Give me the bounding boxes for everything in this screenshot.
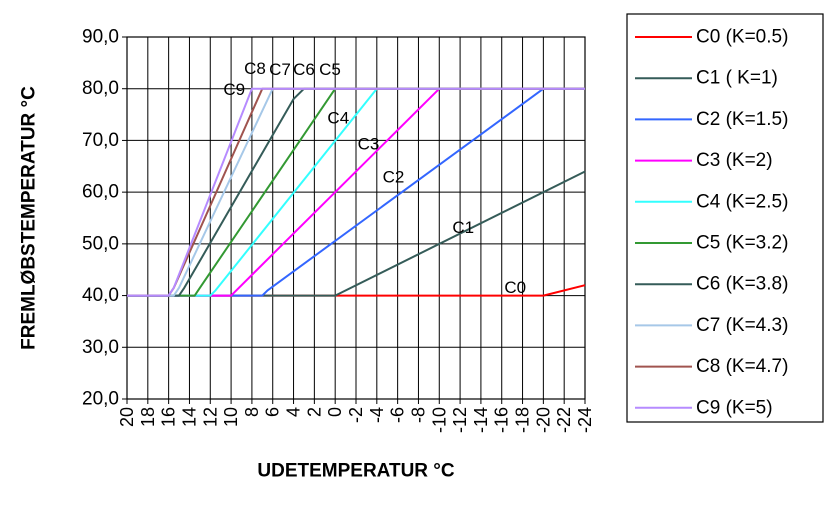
curve-label-c9: C9 bbox=[223, 80, 245, 99]
y-tick-label: 30,0 bbox=[82, 337, 119, 358]
x-tick-label: -4 bbox=[367, 407, 387, 423]
x-tick-label: 8 bbox=[242, 407, 262, 417]
legend-label-c0: C0 (K=0.5) bbox=[696, 27, 788, 48]
curve-label-c8: C8 bbox=[244, 59, 266, 78]
legend-label-c2: C2 (K=1.5) bbox=[696, 109, 788, 130]
x-tick-label: 14 bbox=[179, 407, 199, 427]
x-tick-label: 6 bbox=[263, 407, 283, 417]
legend-label-c9: C9 (K=5) bbox=[696, 397, 773, 418]
y-tick-label: 80,0 bbox=[82, 78, 119, 99]
series-line-c9 bbox=[127, 87, 585, 297]
x-tick-label: -18 bbox=[513, 407, 533, 433]
legend-label-c1: C1 ( K=1) bbox=[696, 68, 778, 89]
legend-label-c5: C5 (K=3.2) bbox=[696, 233, 788, 254]
y-tick-label: 90,0 bbox=[82, 27, 119, 48]
x-tick-label: 2 bbox=[304, 407, 324, 417]
curve-label-c6: C6 bbox=[293, 60, 315, 79]
curve-label-c0: C0 bbox=[504, 278, 526, 297]
legend-box bbox=[626, 13, 824, 423]
x-tick-label: -24 bbox=[575, 407, 595, 433]
legend-label-c3: C3 (K=2) bbox=[696, 150, 773, 171]
y-tick-label: 40,0 bbox=[82, 285, 119, 306]
y-tick-label: 70,0 bbox=[82, 130, 119, 151]
legend-label-c6: C6 (K=3.8) bbox=[696, 274, 788, 295]
y-axis-title: FREMLØBSTEMPERATUR °C bbox=[19, 86, 40, 350]
y-tick-label: 20,0 bbox=[82, 389, 119, 410]
y-tick-label: 50,0 bbox=[82, 233, 119, 254]
curve-label-c1: C1 bbox=[452, 218, 474, 237]
legend-label-c4: C4 (K=2.5) bbox=[696, 191, 788, 212]
curve-label-c4: C4 bbox=[327, 109, 349, 128]
x-tick-label: -20 bbox=[533, 407, 553, 433]
x-tick-label: -12 bbox=[450, 407, 470, 433]
x-tick-label: 12 bbox=[200, 407, 220, 427]
x-tick-label: 4 bbox=[284, 407, 304, 417]
x-tick-label: 16 bbox=[159, 407, 179, 427]
y-tick-label: 60,0 bbox=[82, 182, 119, 203]
x-tick-label: 20 bbox=[117, 407, 137, 427]
curve-label-c7: C7 bbox=[269, 60, 291, 79]
curve-label-c3: C3 bbox=[358, 135, 380, 154]
x-tick-label: 0 bbox=[325, 407, 345, 417]
x-tick-label: -8 bbox=[408, 407, 428, 423]
plot-frame bbox=[126, 36, 586, 400]
x-tick-label: -16 bbox=[492, 407, 512, 433]
x-axis-title: UDETEMPERATUR °C bbox=[257, 461, 455, 482]
x-tick-label: -10 bbox=[429, 407, 449, 433]
x-tick-label: -6 bbox=[388, 407, 408, 423]
legend-label-c7: C7 (K=4.3) bbox=[696, 315, 788, 336]
curve-label-c2: C2 bbox=[383, 168, 405, 187]
x-tick-label: -14 bbox=[471, 407, 491, 433]
curve-label-c5: C5 bbox=[319, 60, 341, 79]
legend-label-c8: C8 (K=4.7) bbox=[696, 356, 788, 377]
x-tick-label: 10 bbox=[221, 407, 241, 427]
x-tick-label: 18 bbox=[138, 407, 158, 427]
x-tick-label: -22 bbox=[554, 407, 574, 433]
x-tick-label: -2 bbox=[346, 407, 366, 423]
